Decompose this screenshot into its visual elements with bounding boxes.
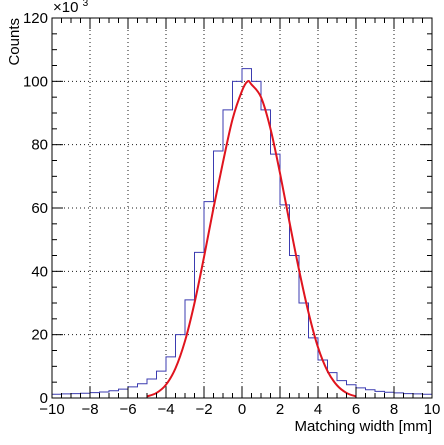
y-axis-ticks: 0 20 40 60 80 100 120 xyxy=(23,10,432,407)
multiplier-exponent: 3 xyxy=(83,0,89,9)
histogram-line xyxy=(51,68,433,398)
y-tick-label: 20 xyxy=(31,327,48,344)
x-tick-label: 0 xyxy=(238,401,246,418)
histogram-series xyxy=(51,68,433,398)
x-axis-ticks: −10 −8 −6 −4 −2 0 2 4 6 8 10 xyxy=(39,18,440,418)
y-tick-label: 80 xyxy=(31,137,48,154)
x-tick-label: −6 xyxy=(119,401,136,418)
grid-lines xyxy=(52,18,432,398)
x-tick-label: 8 xyxy=(390,401,398,418)
x-tick-label: −10 xyxy=(39,401,64,418)
multiplier-base: ×10 xyxy=(53,0,78,16)
x-tick-label: −8 xyxy=(81,401,98,418)
y-tick-label: 0 xyxy=(40,390,48,407)
y-axis-title: Counts xyxy=(6,18,23,66)
y-tick-label: 60 xyxy=(31,200,48,217)
x-tick-label: 2 xyxy=(276,401,284,418)
y-tick-label: 40 xyxy=(31,263,48,280)
x-tick-label: −2 xyxy=(195,401,212,418)
y-tick-label: 120 xyxy=(23,10,48,27)
x-tick-label: −4 xyxy=(157,401,174,418)
x-tick-label: 10 xyxy=(424,401,441,418)
fit-curve xyxy=(146,80,357,398)
y-tick-label: 100 xyxy=(23,73,48,90)
gaussian-fit-series xyxy=(146,80,357,398)
x-tick-label: 6 xyxy=(352,401,360,418)
y-scale-multiplier: ×10 3 xyxy=(53,0,89,16)
x-axis-title: Matching width [mm] xyxy=(294,418,432,435)
x-tick-label: 4 xyxy=(314,401,322,418)
